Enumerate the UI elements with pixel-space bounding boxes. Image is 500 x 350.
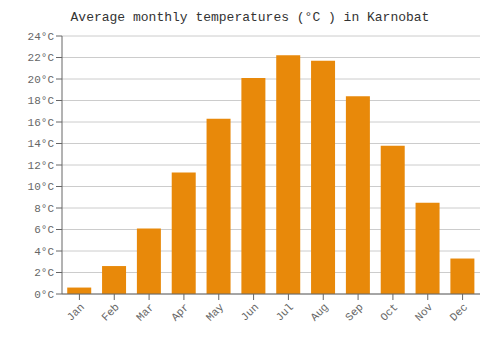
svg-text:18°C: 18°C [28,95,55,107]
svg-text:Sep: Sep [343,301,365,323]
svg-text:Nov: Nov [413,301,436,324]
svg-text:Jul: Jul [274,301,296,323]
html-text:Average monthly temperatures (: Average monthly temperatures (°C ) in Ka… [70,10,430,25]
svg-text:14°C: 14°C [28,138,55,150]
svg-text:0°C: 0°C [34,289,54,301]
svg-text:Apr: Apr [169,301,191,323]
svg-text:8°C: 8°C [34,203,54,215]
svg-text:20°C: 20°C [28,74,55,86]
svg-text:Oct: Oct [378,301,400,323]
svg-text:Feb: Feb [99,301,121,323]
svg-text:12°C: 12°C [28,160,55,172]
svg-text:Mar: Mar [134,301,156,323]
svg-text:24°C: 24°C [28,31,55,43]
svg-text:Aug: Aug [308,301,330,323]
svg-text:2°C: 2°C [34,267,54,279]
svg-text:Dec: Dec [448,301,470,323]
svg-text:16°C: 16°C [28,117,55,129]
svg-text:4°C: 4°C [34,246,54,258]
svg-text:Jan: Jan [65,301,87,323]
svg-text:6°C: 6°C [34,224,54,236]
svg-text:22°C: 22°C [28,52,55,64]
svg-text:Jun: Jun [239,301,261,323]
svg-text:10°C: 10°C [28,181,55,193]
svg-text:May: May [204,301,227,324]
